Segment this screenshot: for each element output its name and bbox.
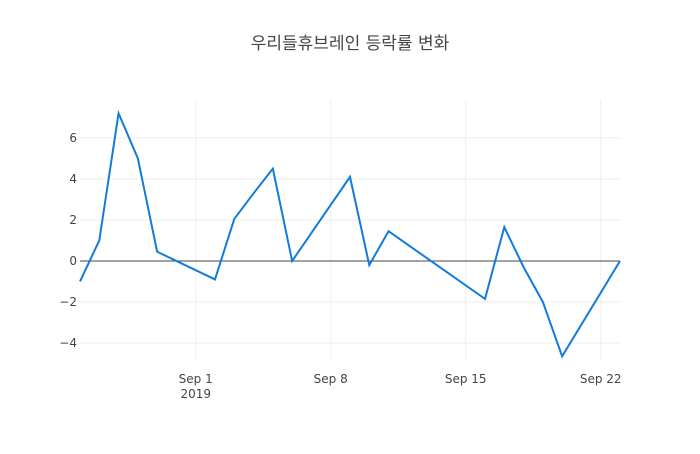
x-tick-label: Sep 22 <box>580 372 622 386</box>
chart-title: 우리들휴브레인 등락률 변화 <box>251 34 450 54</box>
x-tick-label: Sep 1 2019 <box>179 372 213 401</box>
y-tick-label: −2 <box>59 295 77 309</box>
y-tick-label: 6 <box>69 131 77 145</box>
y-tick-label: 4 <box>69 172 77 186</box>
line <box>79 109 621 359</box>
x-tick-label: Sep 15 <box>445 372 487 386</box>
y-tick-label: −4 <box>59 336 77 350</box>
y-tick-label: 2 <box>69 213 77 227</box>
x-tick-label: Sep 8 <box>314 372 348 386</box>
y-tick-label: 0 <box>69 254 77 268</box>
